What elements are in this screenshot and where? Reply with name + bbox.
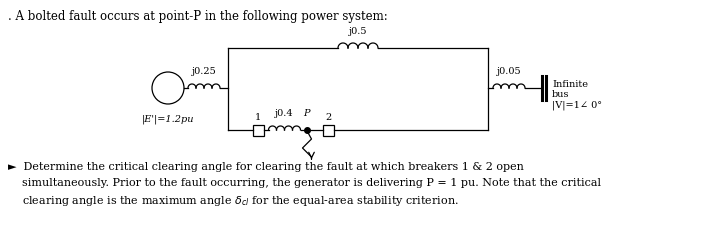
Text: 1: 1 [255,112,261,121]
Text: j0.25: j0.25 [191,67,217,76]
Text: Infinite: Infinite [552,80,588,89]
Text: |E'|=1.2pu: |E'|=1.2pu [142,114,194,123]
Text: P: P [304,109,310,118]
Text: simultaneously. Prior to the fault occurring, the generator is delivering P = 1 : simultaneously. Prior to the fault occur… [8,178,601,188]
Text: ►  Determine the critical clearing angle for clearing the fault at which breaker: ► Determine the critical clearing angle … [8,162,524,172]
Text: bus: bus [552,90,569,99]
Text: 2: 2 [325,112,332,121]
Text: |V|=1∠ 0°: |V|=1∠ 0° [552,100,602,110]
Bar [323,124,334,136]
Text: . A bolted fault occurs at point-P in the following power system:: . A bolted fault occurs at point-P in th… [8,10,388,23]
Text: clearing angle is the maximum angle $\delta_{cl}$ for the equal-area stability c: clearing angle is the maximum angle $\de… [8,194,458,208]
Text: j0.05: j0.05 [497,67,522,76]
Bar [252,124,264,136]
Text: j0.4: j0.4 [275,109,294,118]
Text: j0.5: j0.5 [349,27,367,36]
